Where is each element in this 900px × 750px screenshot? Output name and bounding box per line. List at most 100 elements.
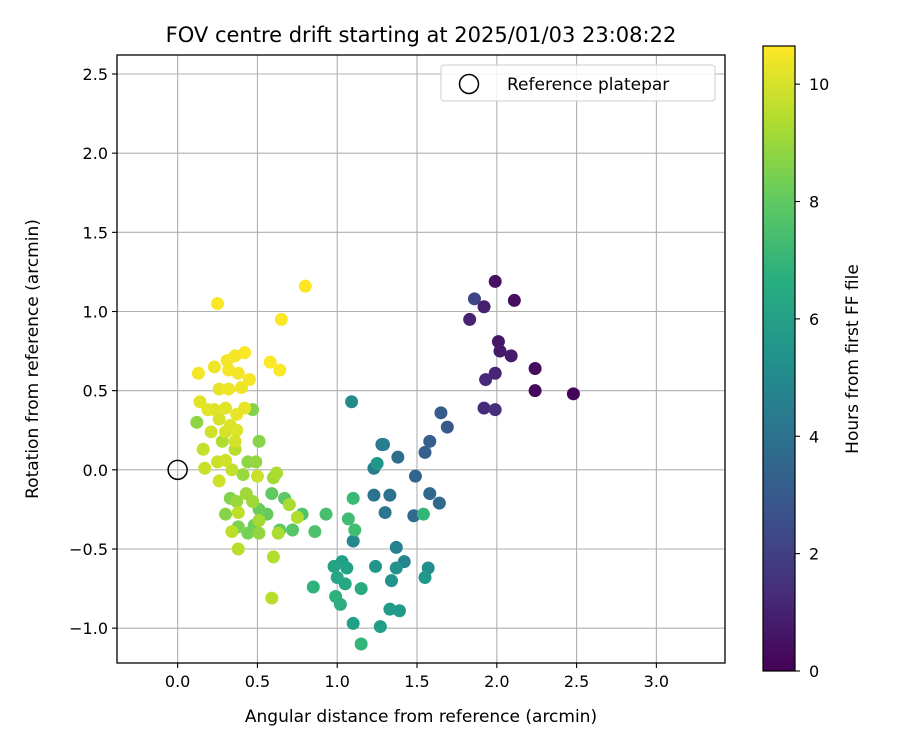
data-point	[423, 434, 437, 448]
data-point	[416, 507, 430, 521]
data-point	[201, 403, 215, 417]
data-point	[392, 604, 406, 618]
data-point	[354, 582, 368, 596]
colorbar-tick-label: 0	[809, 662, 819, 681]
data-point	[346, 491, 360, 505]
data-point	[477, 401, 491, 415]
data-point	[308, 525, 322, 539]
data-point	[231, 366, 245, 380]
data-point	[238, 346, 252, 360]
x-tick-label: 2.0	[484, 672, 509, 691]
data-point	[219, 507, 233, 521]
data-point	[225, 463, 239, 477]
data-point	[346, 616, 360, 630]
x-tick-label: 1.0	[324, 672, 349, 691]
data-point	[212, 382, 226, 396]
data-point	[345, 395, 359, 409]
y-tick-label: 1.0	[83, 303, 108, 322]
colorbar-tick-label: 2	[809, 545, 819, 564]
data-point	[290, 510, 304, 524]
y-axis-ticks: −1.0 −0.5 0.0 0.5 1.0 1.5 2.0 2.5	[69, 65, 117, 638]
data-point	[270, 466, 284, 480]
data-point	[225, 525, 239, 539]
data-point	[266, 550, 280, 564]
data-point	[191, 366, 205, 380]
data-point	[252, 526, 266, 540]
x-tick-label: 1.5	[404, 672, 429, 691]
data-point	[222, 382, 236, 396]
data-point	[242, 373, 256, 387]
data-point	[467, 292, 481, 306]
data-point	[265, 487, 279, 501]
plot-frame	[116, 54, 726, 664]
data-point	[234, 381, 248, 394]
colorbar-label: Hours from first FF file	[843, 264, 863, 454]
data-points	[190, 274, 580, 651]
data-point	[463, 312, 477, 326]
data-point	[286, 523, 300, 537]
data-point	[204, 425, 218, 439]
colorbar-tick-label: 10	[809, 75, 829, 94]
data-point	[391, 450, 405, 464]
data-point	[246, 495, 260, 508]
data-point	[250, 469, 264, 483]
data-point	[231, 506, 245, 520]
reference-marker	[167, 459, 188, 481]
colorbar-ticks: 0 2 4 6 8 10	[795, 75, 829, 681]
data-point	[327, 559, 341, 573]
data-point	[241, 526, 255, 540]
data-point	[198, 461, 212, 475]
data-point	[231, 542, 245, 556]
data-point	[432, 496, 446, 510]
data-point	[340, 561, 354, 575]
data-point	[219, 453, 233, 467]
data-point	[378, 506, 392, 520]
data-point	[367, 488, 381, 502]
data-point	[434, 406, 448, 420]
data-point	[230, 407, 244, 421]
legend: Reference platepar	[440, 64, 716, 102]
chart-title: FOV centre drift starting at 2025/01/03 …	[166, 23, 677, 47]
data-point	[263, 355, 277, 369]
data-point	[306, 580, 320, 594]
data-point	[389, 540, 403, 554]
data-point	[354, 637, 368, 651]
data-point	[369, 559, 383, 573]
data-point	[219, 401, 233, 415]
data-point	[230, 495, 244, 508]
y-tick-label: 0.0	[83, 461, 108, 480]
colorbar-tick-label: 8	[809, 193, 819, 212]
data-point	[383, 488, 397, 502]
data-point	[190, 415, 204, 429]
data-point	[507, 293, 521, 307]
colorbar-tick-label: 4	[809, 427, 819, 446]
y-tick-label: 2.0	[83, 144, 108, 163]
x-tick-label: 3.0	[644, 672, 669, 691]
x-axis-label: Angular distance from reference (arcmin)	[245, 707, 597, 727]
legend-entry-label: Reference platepar	[507, 75, 669, 95]
data-point	[479, 373, 493, 387]
y-tick-label: −1.0	[69, 619, 108, 638]
y-axis-label: Rotation from reference (arcmin)	[23, 219, 43, 499]
data-point	[389, 561, 403, 575]
data-point	[212, 474, 226, 488]
data-point	[528, 362, 542, 375]
y-tick-label: 2.5	[83, 65, 108, 84]
data-point	[252, 514, 266, 527]
data-point	[265, 591, 279, 605]
data-point	[193, 395, 207, 409]
data-point	[566, 387, 580, 401]
data-point	[230, 423, 244, 437]
data-point	[418, 445, 432, 459]
data-point	[488, 366, 502, 380]
data-point	[228, 434, 242, 448]
data-point	[274, 312, 288, 326]
data-point	[407, 509, 421, 523]
x-tick-label: 0.0	[165, 672, 190, 691]
data-point	[383, 602, 397, 616]
data-point	[477, 300, 491, 314]
colorbar-gradient	[762, 45, 796, 672]
x-tick-label: 0.5	[245, 672, 270, 691]
data-point	[319, 507, 333, 521]
data-point	[252, 434, 266, 448]
